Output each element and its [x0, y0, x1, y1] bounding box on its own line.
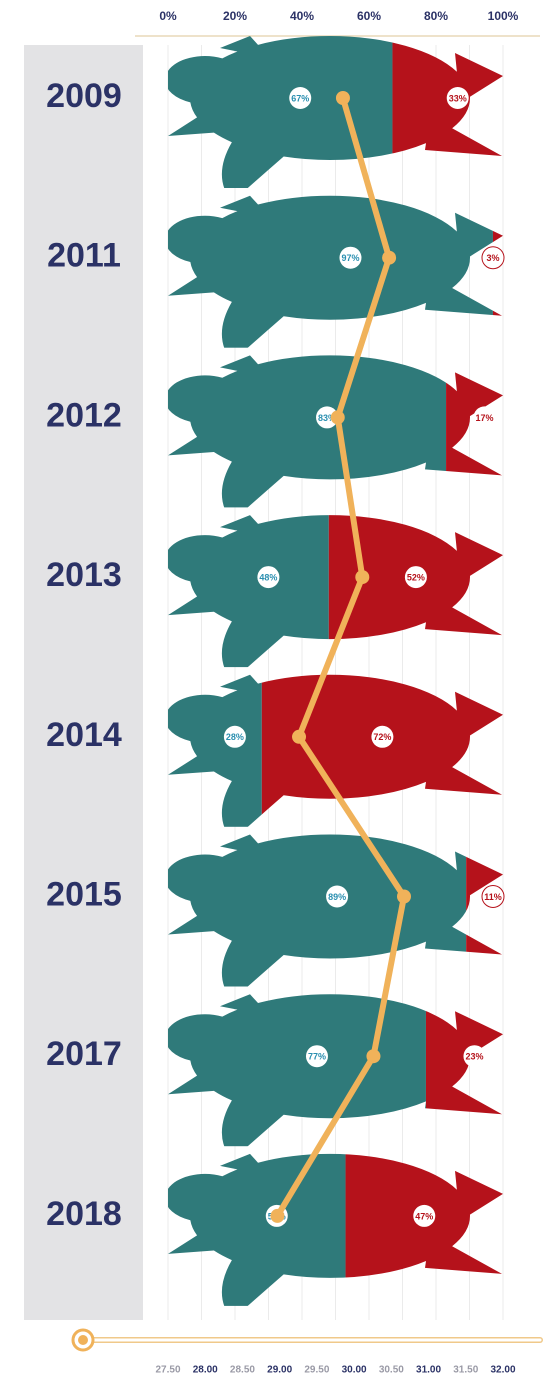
red-label-bg	[481, 246, 505, 270]
x2-tick-label: 29.00	[267, 1365, 292, 1376]
line-point	[396, 889, 411, 904]
year-label: 2014	[46, 716, 122, 754]
x-tick-label: 0%	[159, 9, 177, 23]
teal-label-bg	[223, 725, 246, 748]
teal-label-bg	[305, 1045, 328, 1068]
teal-segment	[168, 355, 447, 508]
teal-label: 77%	[308, 1052, 326, 1062]
teal-label-bg	[316, 406, 339, 429]
year-band	[24, 45, 143, 1320]
red-label: 11%	[484, 892, 502, 902]
year-label: 2009	[46, 77, 122, 115]
line-point	[270, 1208, 285, 1223]
x2-tick-label: 30.00	[342, 1365, 367, 1376]
teal-label: 97%	[341, 253, 359, 263]
teal-label: 28%	[226, 732, 244, 742]
x-tick-label: 40%	[290, 9, 314, 23]
teal-label-bg	[326, 885, 349, 908]
red-label: 47%	[415, 1211, 433, 1221]
year-label: 2017	[46, 1035, 122, 1073]
teal-segment	[168, 674, 262, 827]
teal-label: 89%	[328, 892, 346, 902]
line-point	[335, 91, 350, 105]
x2-tick-label: 29.50	[304, 1365, 329, 1376]
teal-label-bg	[339, 246, 362, 269]
line-point	[366, 1049, 381, 1064]
x2-tick-label: 31.00	[416, 1365, 441, 1376]
red-label: 52%	[407, 572, 425, 582]
red-label-bg	[481, 885, 505, 908]
x-tick-label: 60%	[357, 9, 381, 23]
teal-segment	[168, 834, 467, 987]
x2-tick-label: 28.50	[230, 1365, 255, 1376]
red-label-bg	[413, 1204, 436, 1227]
teal-segment	[168, 1153, 346, 1306]
teal-label-bg	[289, 87, 312, 109]
line-point	[330, 410, 345, 425]
x-tick-label: 20%	[223, 9, 247, 23]
x2-tick-label: 28.00	[193, 1365, 218, 1376]
year-label: 2012	[46, 396, 122, 434]
x2-tick-label: 30.50	[379, 1365, 404, 1376]
red-label-bg	[473, 406, 496, 429]
teal-label: 83%	[318, 413, 336, 423]
year-label: 2015	[46, 875, 122, 913]
teal-label: 48%	[259, 572, 277, 582]
x2-tick-label: 27.50	[155, 1365, 180, 1376]
red-label-bg	[446, 87, 469, 109]
x-tick-label: 100%	[488, 9, 519, 23]
slider-knob-dot	[78, 1335, 88, 1345]
red-label: 3%	[486, 253, 499, 263]
line-point	[292, 729, 307, 744]
red-label: 33%	[449, 93, 467, 103]
teal-segment	[168, 195, 493, 348]
teal-segment	[168, 515, 329, 668]
year-label: 2018	[46, 1195, 122, 1233]
year-label: 2013	[46, 556, 122, 594]
red-label-bg	[463, 1045, 486, 1068]
red-label-bg	[371, 725, 394, 748]
teal-label-bg	[257, 566, 280, 589]
year-label: 2011	[47, 237, 121, 275]
red-label-bg	[404, 566, 427, 589]
x2-tick-label: 31.50	[453, 1365, 478, 1376]
red-label: 17%	[476, 413, 494, 423]
red-label: 23%	[465, 1052, 483, 1062]
x-tick-label: 80%	[424, 9, 448, 23]
teal-label: 67%	[291, 93, 309, 103]
line-point	[355, 570, 370, 585]
line	[274, 97, 407, 1218]
line-point	[382, 250, 397, 265]
x2-tick-label: 32.00	[490, 1365, 515, 1376]
red-label: 72%	[373, 732, 391, 742]
